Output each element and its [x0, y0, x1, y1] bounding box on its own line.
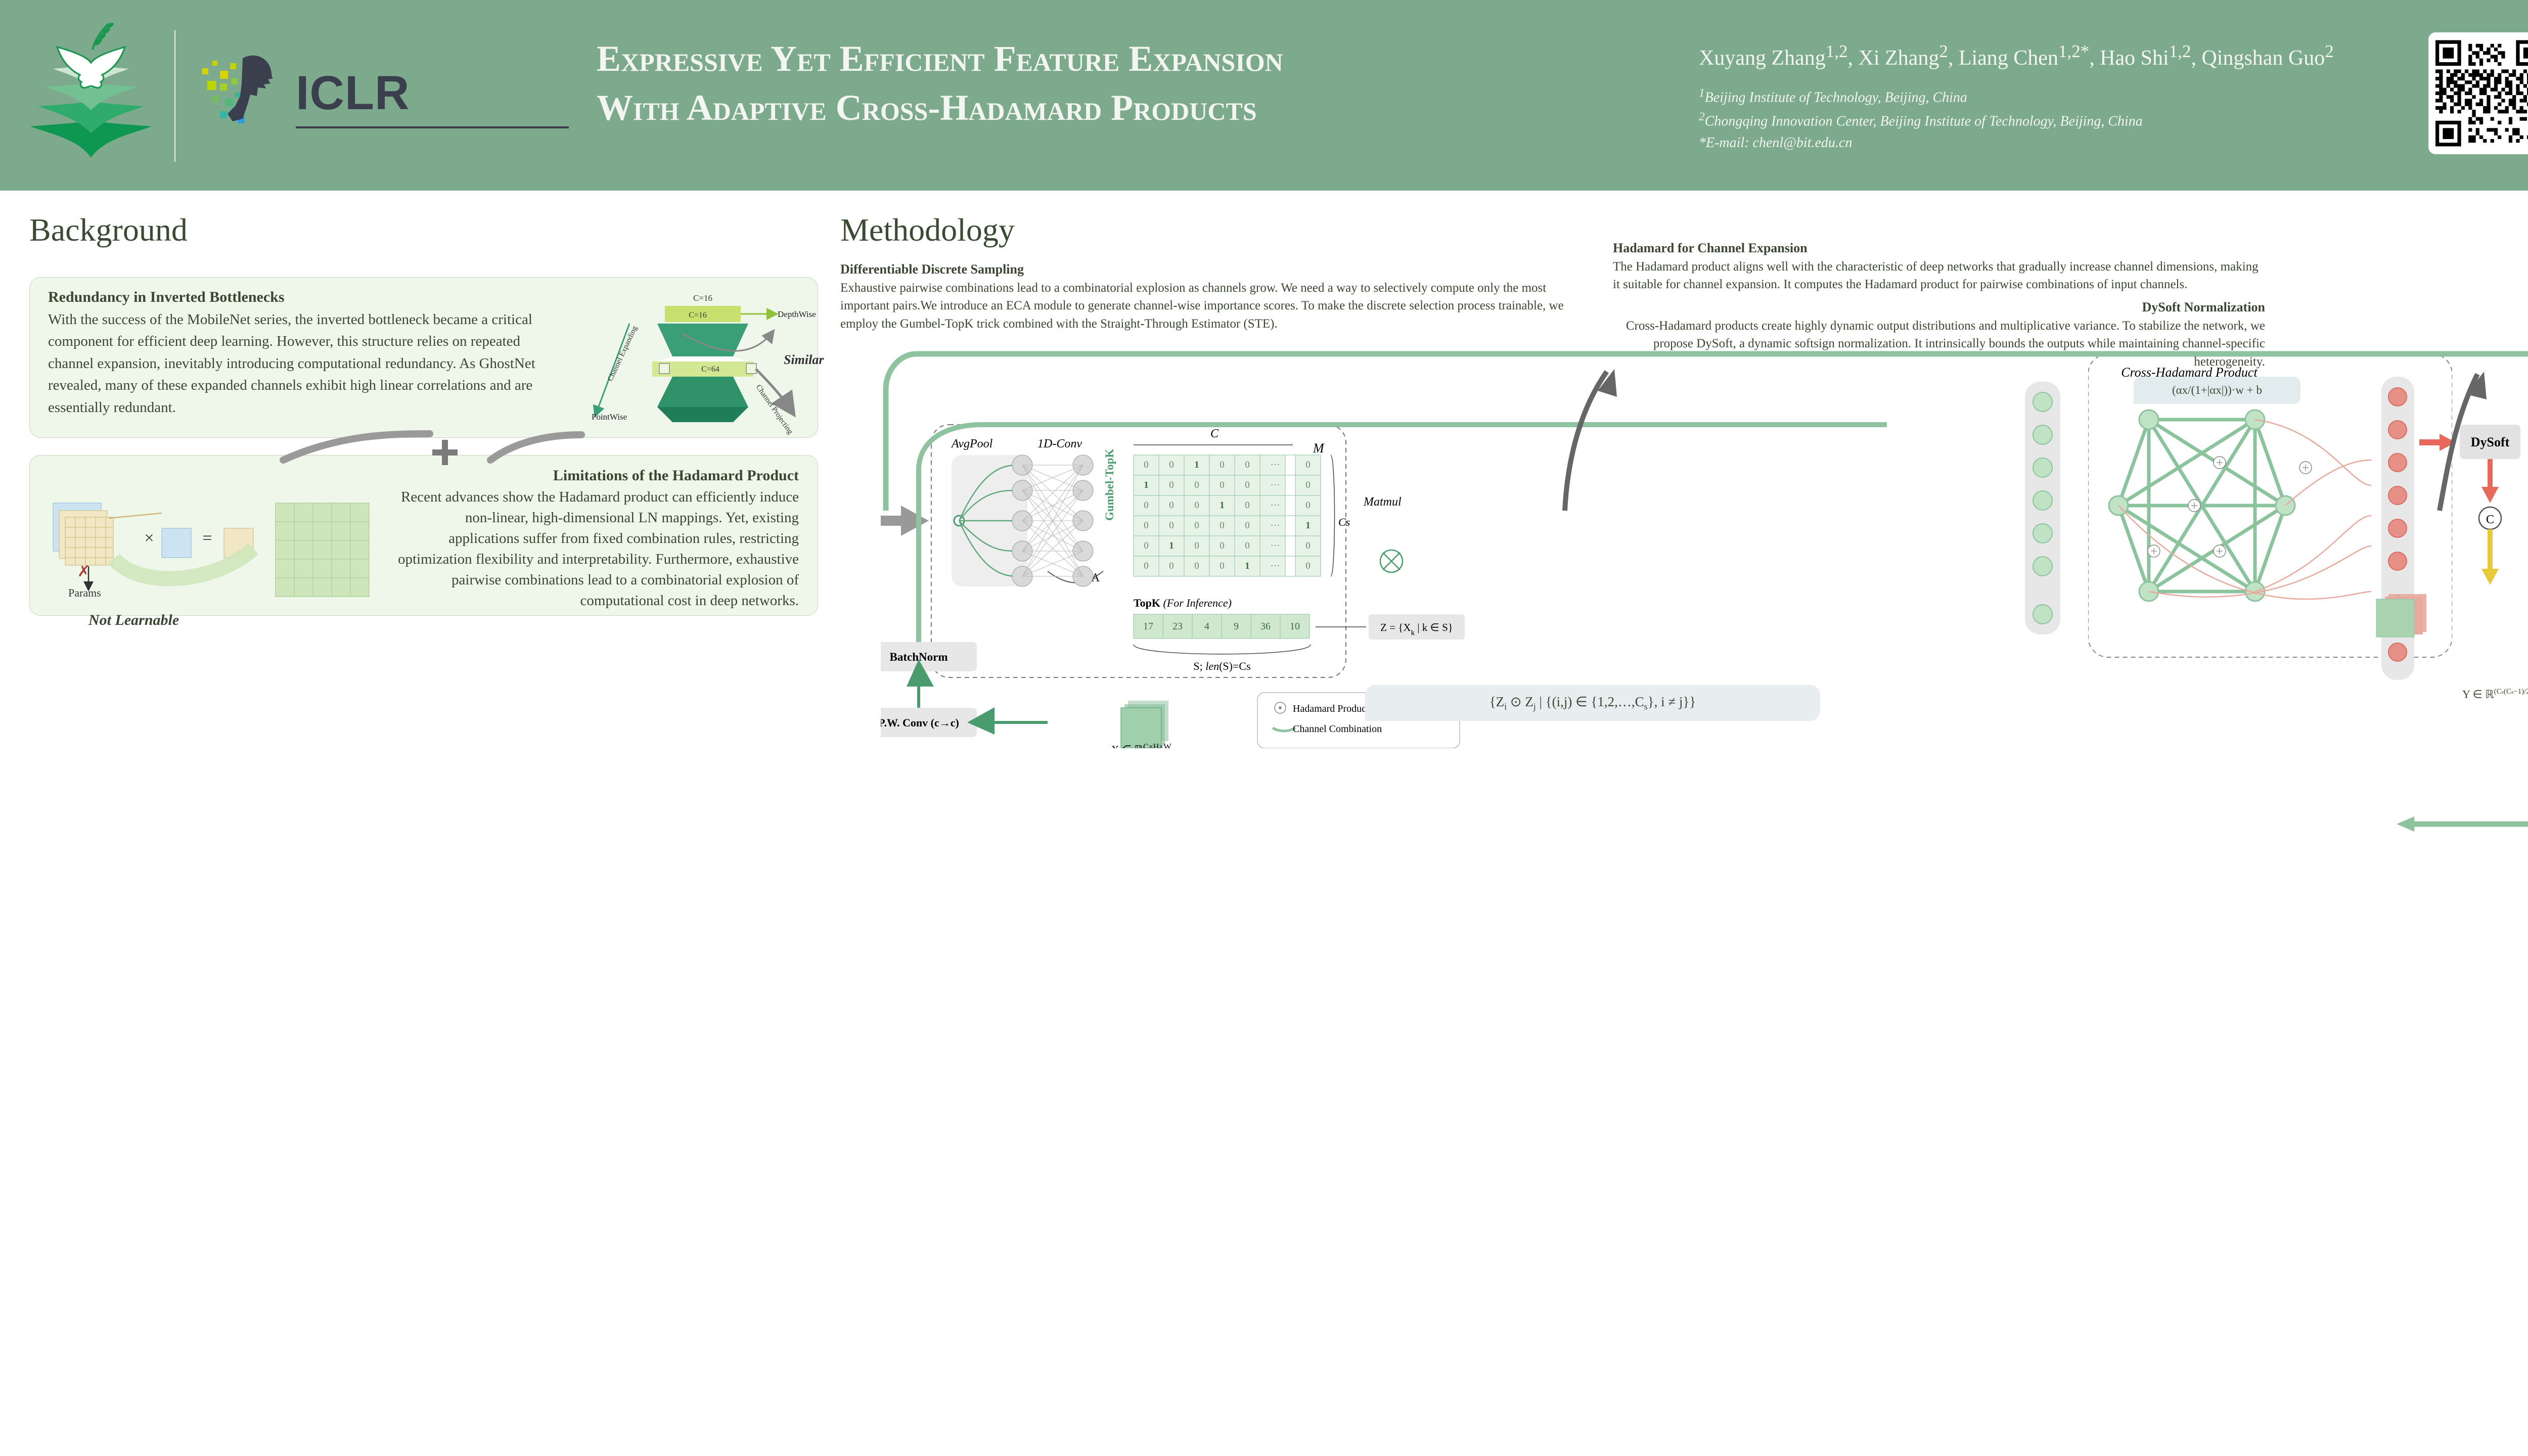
svg-text:···: ···: [1271, 561, 1280, 571]
svg-text:Params: Params: [68, 586, 101, 599]
svg-text:C=64: C=64: [701, 365, 719, 374]
svg-text:BatchNorm: BatchNorm: [890, 651, 948, 663]
svg-text:0: 0: [1169, 460, 1174, 470]
svg-text:Hadamard Product: Hadamard Product: [1293, 703, 1369, 714]
svg-text:0: 0: [1144, 500, 1149, 511]
svg-text:DepthWise: DepthWise: [778, 309, 816, 319]
svg-text:0: 0: [1220, 480, 1225, 490]
svg-text:0: 0: [1169, 520, 1174, 531]
svg-text:10: 10: [1290, 621, 1300, 632]
svg-text:23: 23: [1172, 621, 1183, 632]
svg-text:P.W. Conv (c→c): P.W. Conv (c→c): [881, 716, 959, 729]
svg-text:PointWise: PointWise: [592, 412, 627, 422]
svg-text:AvgPool: AvgPool: [951, 437, 993, 450]
svg-text:S; len(S)=Cs: S; len(S)=Cs: [1193, 660, 1250, 672]
svg-text:=: =: [202, 529, 212, 548]
svg-text:0: 0: [1305, 500, 1311, 511]
svg-text:0: 0: [1245, 480, 1250, 490]
svg-text:0: 0: [1194, 480, 1199, 490]
svg-text:Channel Expanding: Channel Expanding: [606, 325, 639, 383]
svg-text:0: 0: [1220, 561, 1225, 571]
svg-text:1: 1: [1194, 460, 1199, 470]
svg-text:···: ···: [1271, 540, 1280, 551]
svg-text:1: 1: [1220, 500, 1225, 511]
svg-text:0: 0: [1245, 520, 1250, 531]
svg-text:9: 9: [1234, 621, 1239, 632]
svg-text:×: ×: [144, 529, 154, 548]
svg-text:0: 0: [1169, 480, 1174, 490]
svg-text:···: ···: [1271, 500, 1280, 511]
svg-text:0: 0: [1194, 561, 1199, 571]
svg-text:C: C: [1210, 427, 1219, 440]
svg-text:36: 36: [1260, 621, 1271, 632]
svg-text:M: M: [1313, 441, 1325, 456]
svg-text:0: 0: [1245, 460, 1250, 470]
svg-text:0: 0: [1305, 561, 1311, 571]
svg-text:0: 0: [1144, 561, 1149, 571]
svg-text:0: 0: [1305, 480, 1311, 490]
svg-text:Cs: Cs: [1338, 516, 1350, 528]
svg-text:1D-Conv: 1D-Conv: [1037, 437, 1082, 450]
svg-text:0: 0: [1194, 500, 1199, 511]
svg-text:✗: ✗: [77, 563, 90, 580]
svg-text:0: 0: [1305, 460, 1311, 470]
svg-text:Channel Projecting: Channel Projecting: [754, 383, 795, 436]
svg-text:0: 0: [1144, 460, 1149, 470]
svg-text:1: 1: [1245, 561, 1250, 571]
svg-text:···: ···: [1271, 480, 1280, 490]
svg-text:0: 0: [1194, 540, 1199, 551]
svg-text:0: 0: [1220, 460, 1225, 470]
svg-text:0: 0: [1305, 540, 1311, 551]
svg-text:0: 0: [1169, 500, 1174, 511]
svg-text:0: 0: [1220, 520, 1225, 531]
svg-text:0: 0: [1245, 540, 1250, 551]
svg-text:17: 17: [1143, 621, 1153, 632]
svg-text:0: 0: [1194, 520, 1199, 531]
svg-text:C=16: C=16: [693, 293, 712, 303]
svg-text:TopK (For Inference): TopK (For Inference): [1134, 597, 1232, 609]
svg-text:0: 0: [1144, 540, 1149, 551]
svg-text:0: 0: [1220, 540, 1225, 551]
svg-text:C=16: C=16: [689, 311, 707, 320]
svg-text:Gumbel-TopK: Gumbel-TopK: [1103, 449, 1116, 521]
svg-text:4: 4: [1204, 621, 1209, 632]
svg-text:1: 1: [1144, 480, 1149, 490]
svg-text:0: 0: [1245, 500, 1250, 511]
svg-text:X ∈ ℝC×H×W: X ∈ ℝC×H×W: [1111, 743, 1172, 749]
svg-text:1: 1: [1305, 520, 1311, 531]
svg-text:Matmul: Matmul: [1363, 495, 1402, 509]
svg-text:Channel Combination: Channel Combination: [1293, 723, 1382, 735]
svg-text:···: ···: [1271, 520, 1280, 531]
svg-text:C: C: [2486, 513, 2494, 526]
svg-text:DySoft: DySoft: [2471, 435, 2510, 449]
svg-text:0: 0: [1144, 520, 1149, 531]
svg-text:···: ···: [1271, 460, 1280, 470]
svg-text:0: 0: [1169, 561, 1174, 571]
svg-text:Similar: Similar: [784, 352, 824, 367]
svg-text:1: 1: [1169, 540, 1174, 551]
